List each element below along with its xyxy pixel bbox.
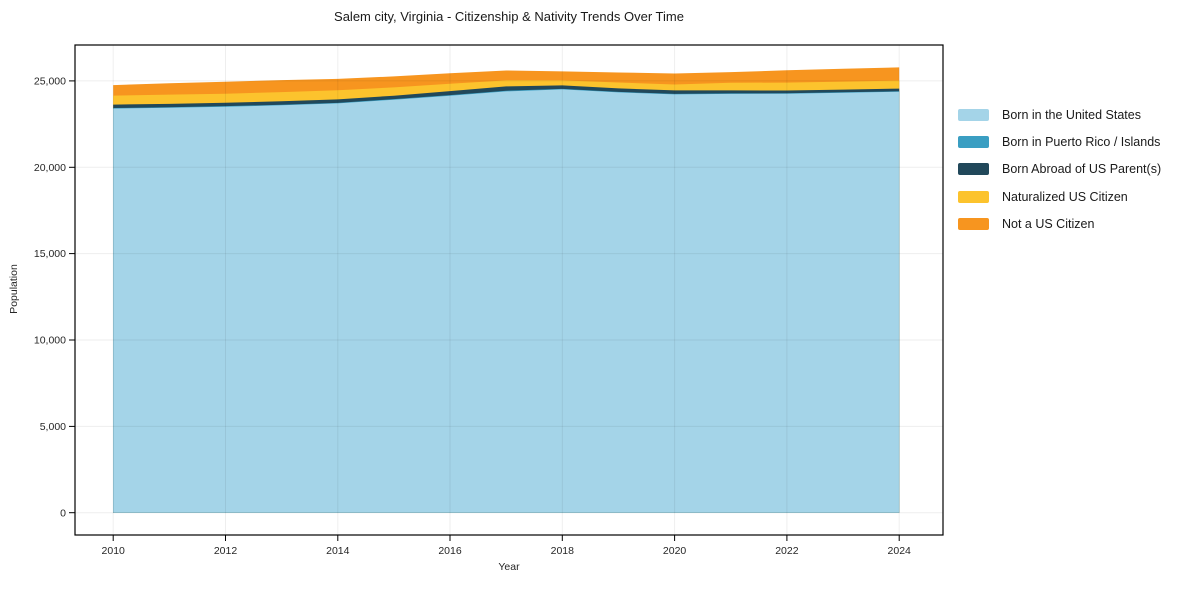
legend-item-born-abroad: Born Abroad of US Parent(s) [958,156,1161,183]
y-tick-label: 0 [60,507,66,519]
legend-label: Not a US Citizen [1002,216,1095,231]
legend-label: Naturalized US Citizen [1002,189,1128,204]
legend-swatch-born-abroad [958,163,989,176]
legend-swatch-naturalized [958,190,989,203]
legend-swatch-puerto-rico [958,135,989,148]
legend-swatch-born-us [958,108,989,121]
legend-item-naturalized: Naturalized US Citizen [958,183,1161,210]
legend-label: Born in the United States [1002,107,1141,122]
y-tick-label: 5,000 [40,421,66,433]
y-tick-label: 10,000 [34,335,66,347]
x-tick-label: 2014 [326,545,350,557]
legend-label: Born in Puerto Rico / Islands [1002,134,1161,149]
area-series-0 [113,89,900,513]
x-tick-label: 2012 [214,545,238,557]
legend-item-not-citizen: Not a US Citizen [958,210,1161,237]
legend-label: Born Abroad of US Parent(s) [1002,162,1162,177]
y-tick-label: 25,000 [34,76,66,88]
y-tick-label: 20,000 [34,162,66,174]
x-axis-label: Year [498,561,520,573]
x-tick-label: 2018 [551,545,575,557]
x-tick-label: 2020 [663,545,687,557]
x-tick-label: 2016 [438,545,462,557]
x-tick-label: 2024 [888,545,912,557]
x-tick-label: 2022 [775,545,799,557]
legend-item-born-us: Born in the United States [958,101,1161,128]
legend: Born in the United States Born in Puerto… [958,101,1161,237]
x-tick-label: 2010 [102,545,126,557]
legend-item-puerto-rico: Born in Puerto Rico / Islands [958,128,1161,155]
legend-swatch-not-citizen [958,217,989,230]
plot-border [74,44,944,536]
chart-title: Salem city, Virginia - Citizenship & Nat… [334,9,684,24]
y-tick-label: 15,000 [34,248,66,260]
